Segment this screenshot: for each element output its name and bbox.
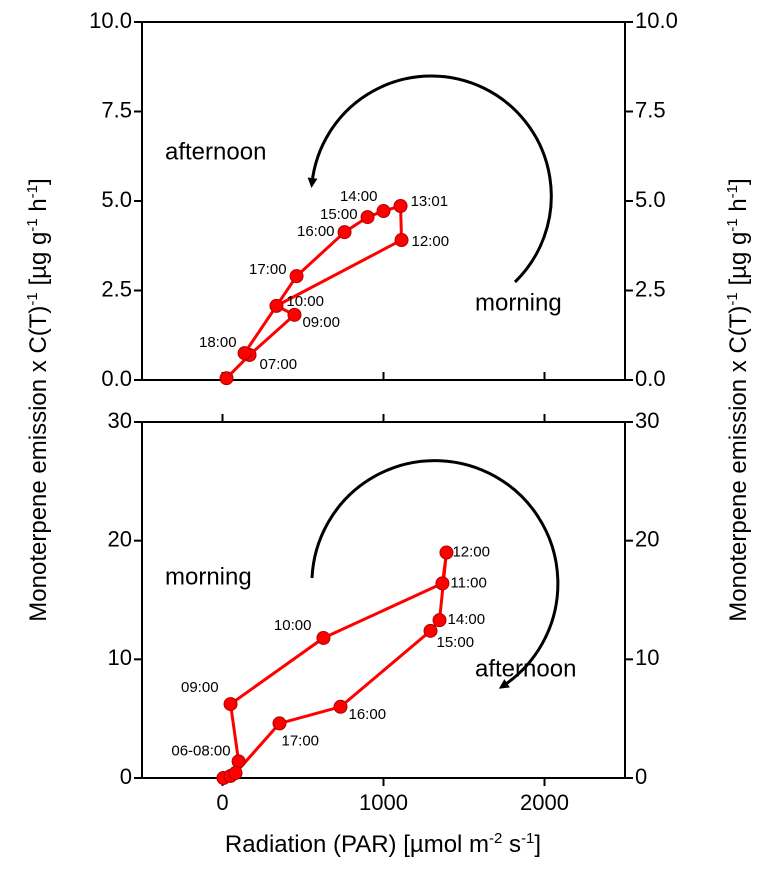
point: [316, 630, 331, 645]
plot-frame: [141, 421, 626, 779]
y-tick-label: 20: [635, 526, 659, 551]
point-label: 12:00: [412, 233, 450, 250]
axis-label-part: ]: [25, 178, 52, 185]
axis-label-part: h: [25, 198, 52, 218]
y-tick-label: 2.5: [101, 276, 132, 301]
axis-label-sup: -1: [724, 292, 741, 305]
annotation: morning: [475, 289, 562, 316]
y-tick-label: 10: [108, 645, 132, 670]
axis-label-sup: -1: [24, 185, 41, 198]
point-label: 17:00: [249, 261, 287, 278]
axis-label-part: ]: [725, 178, 752, 185]
annotation: morning: [165, 563, 252, 590]
y-tick-label: 0: [635, 764, 647, 789]
point: [237, 346, 252, 361]
point: [435, 576, 450, 591]
y-tick-label: 10.0: [89, 8, 132, 33]
point-label: 15:00: [437, 634, 475, 651]
axis-label-part: [µg g: [725, 232, 752, 293]
arrow: [307, 74, 553, 284]
point: [231, 754, 246, 769]
axis-label-sup: -1: [724, 185, 741, 198]
x-tick-label: 1000: [359, 790, 408, 815]
point-label: 09:00: [302, 314, 340, 331]
point: [376, 204, 391, 219]
point-label: 12:00: [452, 544, 490, 561]
arrow: [310, 459, 560, 689]
y-tick-label: 0.0: [635, 366, 666, 391]
point-label: 06-08:00: [171, 742, 230, 759]
point: [272, 716, 287, 731]
point: [333, 699, 348, 714]
point: [269, 298, 284, 313]
axis-label-sup: -1: [24, 292, 41, 305]
axis-label-part: s: [502, 831, 521, 858]
point-label: 17:00: [281, 732, 319, 749]
y-tick-label: 7.5: [101, 97, 132, 122]
axis-label-part: ]: [534, 831, 541, 858]
y-tick-label: 10.0: [635, 8, 678, 33]
line: [223, 552, 448, 780]
axis-label: Radiation (PAR) [µmol m-2 s-1]: [225, 830, 541, 858]
x-tick-label: 0: [216, 790, 228, 815]
point: [337, 225, 352, 240]
point-label: 18:00: [199, 334, 237, 351]
point: [439, 545, 454, 560]
point: [394, 233, 409, 248]
y-tick-label: 5.0: [635, 187, 666, 212]
point: [360, 210, 375, 225]
point: [289, 269, 304, 284]
point-label: 09:00: [181, 679, 219, 696]
axis-label-part: Monoterpene emission x C(T): [25, 306, 52, 622]
axis-label-part: Radiation (PAR) [µmol m: [225, 831, 489, 858]
axis-label-sup: -1: [24, 218, 41, 231]
axis-label: Monoterpene emission x C(T)-1 [µg g-1 h-…: [724, 178, 752, 621]
point-label: 16:00: [297, 223, 335, 240]
y-tick-label: 0: [120, 764, 132, 789]
point-label: 11:00: [450, 574, 486, 591]
y-tick-label: 30: [108, 408, 132, 433]
axis-label-part: [µg g: [25, 232, 52, 293]
axis-label-part: h: [725, 198, 752, 218]
point-label: 13:01: [411, 193, 449, 210]
y-tick-label: 10: [635, 645, 659, 670]
axis-label-sup: -1: [724, 218, 741, 231]
y-tick-label: 7.5: [635, 97, 666, 122]
annotation: afternoon: [165, 138, 266, 165]
point: [423, 623, 438, 638]
y-tick-label: 20: [108, 526, 132, 551]
axis-label-sup: -1: [521, 830, 534, 847]
point: [223, 697, 238, 712]
annotation: afternoon: [475, 655, 576, 682]
point: [228, 766, 243, 781]
point-label: 10:00: [274, 617, 312, 634]
axis-label-sup: -2: [489, 830, 502, 847]
point: [393, 199, 408, 214]
point-label: 15:00: [320, 206, 358, 223]
point-label: 10:00: [286, 293, 324, 310]
point: [287, 307, 302, 322]
point-label: 14:00: [340, 188, 378, 205]
y-tick-label: 5.0: [101, 187, 132, 212]
axis-label: Monoterpene emission x C(T)-1 [µg g-1 h-…: [24, 178, 52, 621]
y-tick-label: 0.0: [101, 366, 132, 391]
point: [219, 371, 234, 386]
point-label: 16:00: [349, 706, 387, 723]
y-tick-label: 2.5: [635, 276, 666, 301]
point-label: 14:00: [448, 611, 486, 628]
x-tick-label: 2000: [520, 790, 569, 815]
point-label: 07:00: [260, 356, 298, 373]
y-tick-label: 30: [635, 408, 659, 433]
point: [432, 613, 447, 628]
axis-label-part: Monoterpene emission x C(T): [725, 306, 752, 622]
